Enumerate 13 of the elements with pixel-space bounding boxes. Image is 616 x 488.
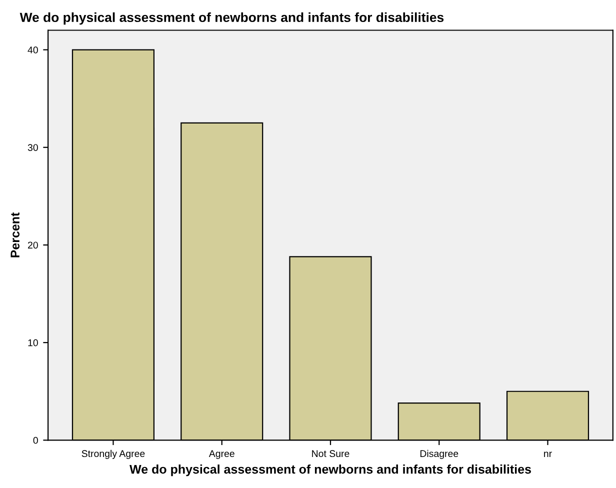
y-axis-title: Percent bbox=[10, 212, 20, 258]
chart-title: We do physical assessment of newborns and infants for disabilities bbox=[20, 12, 444, 25]
y-tick-label: 40 bbox=[28, 46, 38, 54]
y-tick-label: 10 bbox=[28, 339, 38, 346]
x-tick-label: nr bbox=[544, 452, 552, 457]
y-tick-label: 20 bbox=[28, 242, 38, 249]
x-tick-label: Strongly Agree bbox=[82, 450, 145, 459]
y-tick-label: 30 bbox=[28, 144, 38, 151]
y-tick-label: 0 bbox=[33, 436, 38, 444]
x-axis-title: We do physical assessment of newborns and infants for disabilities bbox=[130, 464, 531, 476]
x-tick-label: Agree bbox=[208, 450, 234, 459]
x-tick-label: Disagree bbox=[420, 450, 458, 459]
x-tick-label: Not Sure bbox=[312, 450, 350, 458]
